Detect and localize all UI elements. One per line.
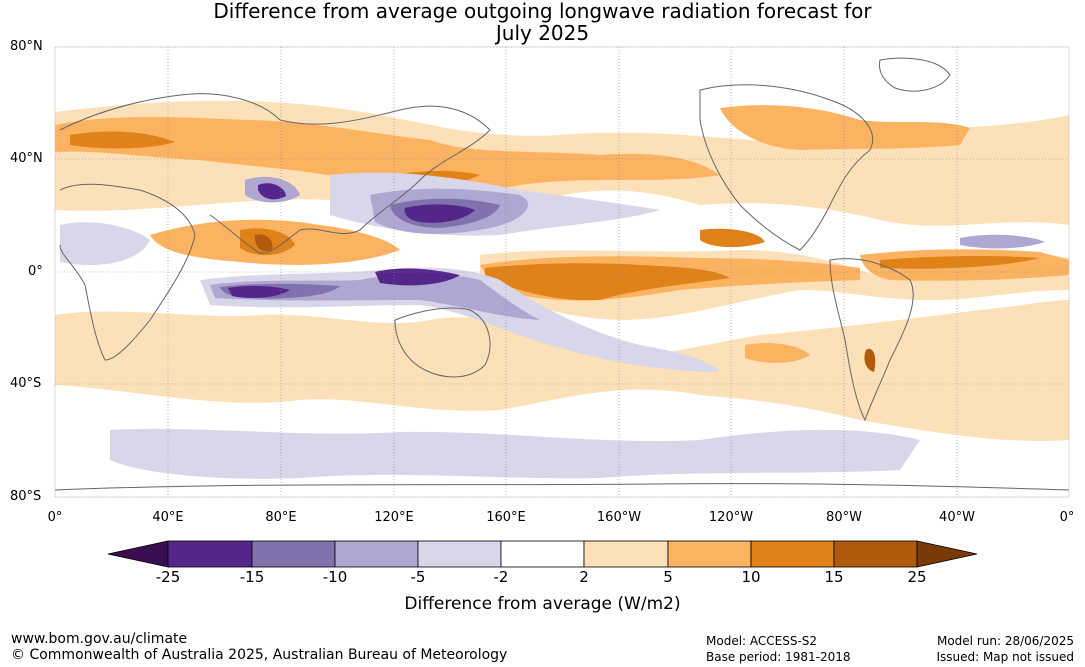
lat-label-40n: 40°N (10, 151, 43, 166)
lon-label-160e: 160°E (486, 510, 526, 525)
lon-label-80w: 80°W (826, 510, 862, 525)
lat-label-0: 0° (28, 264, 43, 279)
colorbar-segment-1 (167, 540, 253, 568)
anomaly-sa-15-25 (864, 348, 876, 372)
colorbar-segment-10 (916, 540, 978, 568)
base-period-text: Base period: 1981-2018 (706, 650, 851, 664)
lon-label-160w: 160°W (596, 510, 642, 525)
copyright-text: © Commonwealth of Australia 2025, Austra… (11, 647, 508, 663)
colorbar-segment-3 (334, 540, 419, 568)
anomaly-atlantic-10-15 (880, 255, 1040, 269)
anomaly-pacific-10-15 (485, 263, 730, 301)
lon-label-40w: 40°W (939, 510, 975, 525)
colorbar-segment-2 (251, 540, 336, 568)
coastline-australia (394, 307, 491, 378)
anomaly-south-neg-2-5 (110, 428, 920, 479)
colorbar-label-15: 15 (824, 568, 844, 586)
coastline-africa (59, 183, 196, 361)
issued-text: Issued: Map not issued (936, 650, 1074, 664)
lon-label-80e: 80°E (265, 510, 297, 525)
anomaly-wpac-neg-15-25 (404, 204, 475, 223)
map-title: Difference from average outgoing longwav… (0, 0, 1085, 44)
lon-label-120w: 120°W (708, 510, 754, 525)
coastline-antarctica (54, 483, 1070, 491)
colorbar-label-25: 25 (907, 568, 927, 586)
anomaly-indian-ocean-neg-15-25 (228, 285, 290, 298)
anomaly-na-5-10 (720, 105, 970, 150)
colorbar-segment-5 (500, 540, 585, 568)
anomaly-africa-neg-2-5 (60, 222, 150, 266)
colorbar-segment-7 (667, 540, 752, 568)
anomaly-band-south-positive (55, 300, 1069, 441)
colorbar-segment-6 (583, 540, 669, 568)
model-run-text: Model run: 28/06/2025 (936, 634, 1074, 648)
anomaly-eurasia-5-10 (55, 116, 720, 196)
coastline-asia (209, 105, 491, 254)
anomaly-east-pacific-10-15 (700, 228, 765, 248)
lat-label-80n: 80°N (10, 39, 43, 54)
coastline-south-america (829, 258, 914, 422)
colorbar-label-neg25: -25 (155, 568, 181, 586)
coastline-north-america (699, 84, 874, 251)
coastlines (54, 57, 1070, 491)
anomaly-india-15-25 (254, 234, 273, 252)
legend-title: Difference from average (W/m2) (404, 594, 681, 614)
coastline-europe (59, 93, 281, 131)
website-text: www.bom.gov.au/climate (11, 631, 188, 647)
anomaly-mideast-10-15 (70, 131, 175, 149)
title-line-2: July 2025 (495, 21, 590, 45)
lat-label-80s: 80°S (10, 489, 42, 504)
colorbar-segment-0 (107, 540, 169, 568)
colorbar-segment-9 (833, 540, 918, 568)
map-area (54, 46, 1070, 498)
colorbar-segment-8 (750, 540, 835, 568)
anomaly-bay-neg-15-25 (258, 183, 286, 200)
anomaly-sa-5-10 (745, 343, 810, 363)
colorbar-label-neg5: -5 (410, 568, 426, 586)
lat-label-40s: 40°S (10, 376, 42, 391)
colorbar (107, 540, 978, 568)
coastline-greenland (879, 57, 951, 92)
colorbar-label-neg2: -2 (493, 568, 509, 586)
title-line-1: Difference from average outgoing longwav… (213, 0, 872, 23)
footer-run-info: Model run: 28/06/2025 Issued: Map not is… (936, 633, 1074, 665)
footer-left: www.bom.gov.au/climate © Commonwealth of… (11, 631, 507, 663)
lon-label-40e: 40°E (152, 510, 184, 525)
colorbar-label-5: 5 (663, 568, 673, 586)
colorbar-segment-4 (417, 540, 502, 568)
model-text: Model: ACCESS-S2 (706, 634, 818, 648)
colorbar-label-neg15: -15 (239, 568, 265, 586)
anomaly-atlantic-neg-5-10 (960, 234, 1045, 249)
lon-label-0-west: 0° (47, 510, 63, 525)
colorbar-label-2: 2 (579, 568, 589, 586)
lon-label-120e: 120°E (374, 510, 414, 525)
lon-label-0-east: 0° (1059, 510, 1075, 525)
anomaly-indonesia-neg-15-25 (375, 268, 460, 286)
footer-model-info: Model: ACCESS-S2 Base period: 1981-2018 (706, 633, 851, 665)
colorbar-label-neg10: -10 (322, 568, 348, 586)
colorbar-label-10: 10 (741, 568, 761, 586)
